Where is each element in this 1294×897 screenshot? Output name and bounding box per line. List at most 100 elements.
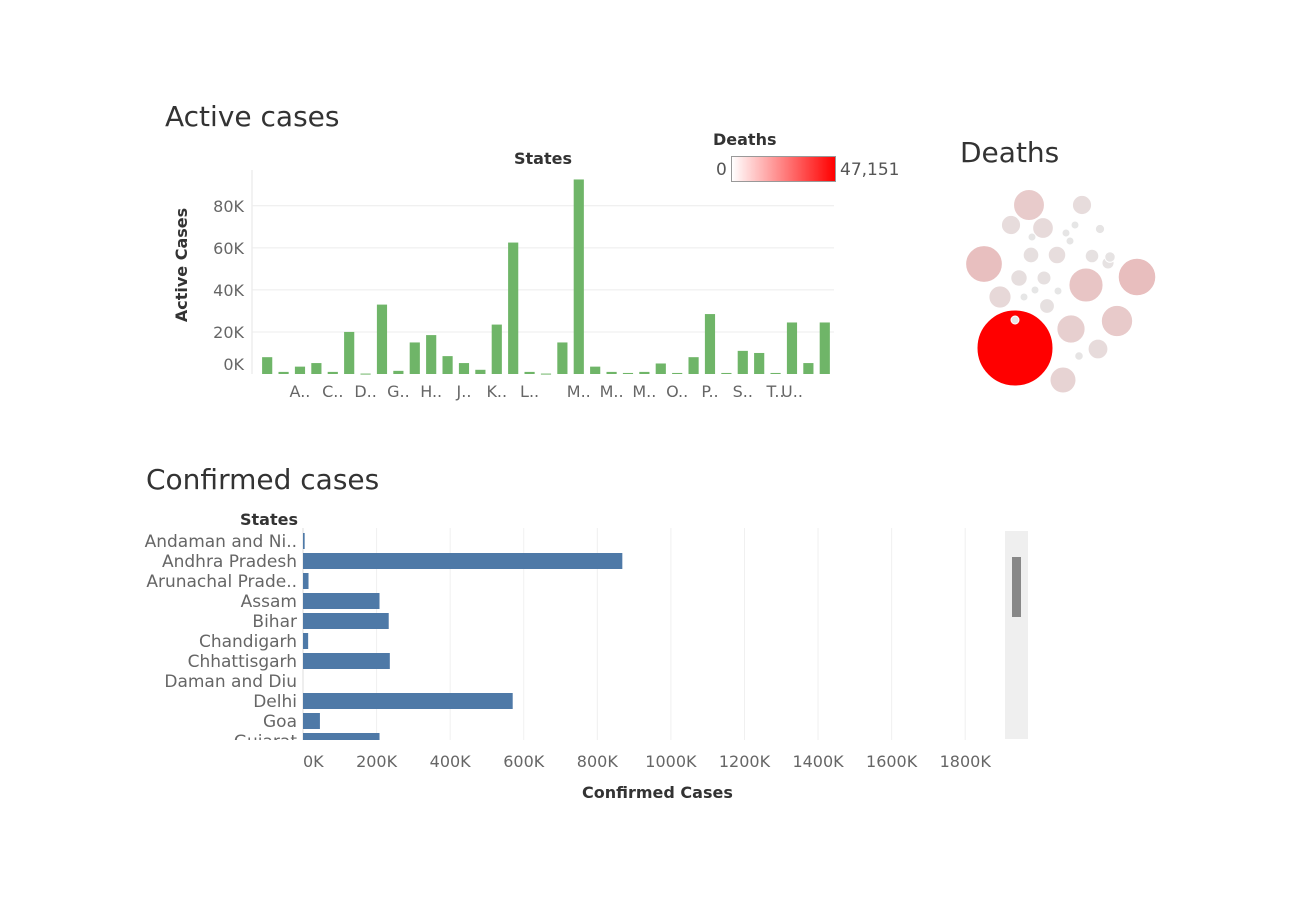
- death-bubble: [1027, 232, 1037, 242]
- active-bar: [557, 342, 568, 374]
- confirmed-bar: [303, 553, 623, 569]
- confirmed-state-label: Andhra Pradesh: [162, 552, 297, 572]
- death-bubble: [1065, 236, 1075, 246]
- confirmed-x-tick: 1600K: [866, 752, 918, 771]
- active-bar: [573, 179, 584, 374]
- active-x-tick: M..: [567, 382, 591, 401]
- death-bubble: [1074, 351, 1084, 361]
- death-bubble: [1049, 366, 1077, 394]
- death-bubble: [1000, 214, 1022, 236]
- active-bar: [458, 363, 470, 374]
- active-bar: [409, 342, 420, 374]
- death-bubble: [1047, 245, 1067, 265]
- confirmed-state-label: Delhi: [253, 692, 297, 712]
- confirmed-x-tick: 1000K: [645, 752, 697, 771]
- confirmed-state-label: Daman and Diu: [164, 672, 297, 692]
- active-bar: [278, 371, 289, 374]
- confirmed-x-tick: 200K: [356, 752, 398, 771]
- deaths-title: Deaths: [960, 136, 1060, 169]
- confirmed-bar: [303, 593, 380, 609]
- death-bubble: [1071, 194, 1093, 216]
- active-bar: [688, 357, 699, 374]
- active-x-tick: O..: [666, 382, 688, 401]
- confirmed-state-label: Goa: [263, 712, 297, 732]
- death-bubble: [988, 285, 1012, 309]
- death-bubble: [1087, 338, 1109, 360]
- confirmed-x-tick: 600K: [503, 752, 545, 771]
- death-bubble: [965, 245, 1003, 283]
- active-bar: [737, 350, 748, 374]
- active-x-tick: G..: [387, 382, 410, 401]
- deaths-bubble-chart: [965, 189, 1157, 394]
- active-bar: [819, 322, 830, 374]
- death-bubble: [1061, 228, 1071, 238]
- active-bar: [754, 352, 765, 374]
- active-x-tick: K..: [486, 382, 507, 401]
- confirmed-cases-title: Confirmed cases: [146, 463, 380, 496]
- active-bar: [540, 373, 552, 375]
- active-bar: [442, 356, 453, 374]
- active-y-tick: 0K: [223, 355, 244, 374]
- active-bar: [376, 304, 388, 374]
- confirmed-x-tick: 400K: [430, 752, 472, 771]
- active-x-tick: M..: [632, 382, 656, 401]
- active-y-tick: 20K: [213, 323, 244, 342]
- active-bar: [704, 314, 716, 374]
- active-bar: [786, 322, 798, 374]
- active-x-tick: L..: [520, 382, 539, 401]
- death-bubble: [1084, 248, 1100, 264]
- death-bubble: [1070, 220, 1080, 230]
- active-x-tick: A..: [290, 382, 311, 401]
- death-bubble: [1013, 189, 1045, 221]
- death-bubble: [1019, 292, 1029, 302]
- active-x-tick: S..: [733, 382, 753, 401]
- confirmed-y-axis-title: States: [240, 510, 298, 529]
- death-bubble: [1053, 286, 1063, 296]
- active-x-tick: D..: [354, 382, 377, 401]
- death-bubble: [1036, 270, 1052, 286]
- active-bar: [590, 366, 601, 374]
- confirmed-bar: [303, 653, 390, 669]
- active-bar: [508, 242, 519, 374]
- active-bar: [360, 373, 371, 375]
- confirmed-bar: [303, 633, 309, 649]
- active-bar: [311, 363, 322, 374]
- death-bubble: [1032, 217, 1054, 239]
- scrollbar-track[interactable]: [1005, 531, 1028, 739]
- scrollbar-thumb[interactable]: [1012, 557, 1021, 617]
- death-bubble: [1104, 251, 1116, 263]
- death-bubble: [1010, 269, 1028, 287]
- confirmed-bar: [303, 713, 320, 729]
- death-bubble: [1117, 257, 1157, 297]
- confirmed-bar: [303, 733, 380, 740]
- deaths-legend-min: 0: [716, 160, 727, 180]
- confirmed-x-axis-title: Confirmed Cases: [582, 783, 733, 802]
- confirmed-state-label: Chhattisgarh: [188, 652, 297, 672]
- confirmed-state-label: Arunachal Prade..: [146, 572, 297, 592]
- active-bar: [770, 372, 781, 374]
- death-bubble: [1056, 314, 1086, 344]
- active-bar: [475, 369, 486, 374]
- active-x-tick: H..: [420, 382, 442, 401]
- active-y-tick: 80K: [213, 197, 244, 216]
- active-bar: [393, 370, 404, 374]
- active-cases-title: Active cases: [165, 100, 340, 133]
- confirmed-state-label: Gujarat: [234, 732, 297, 752]
- confirmed-bar: [303, 693, 513, 709]
- death-bubble: [1022, 246, 1040, 264]
- active-bar: [327, 371, 338, 374]
- confirmed-bar: [303, 573, 309, 589]
- confirmed-state-label: Bihar: [252, 612, 297, 632]
- active-y-axis-title: Active Cases: [172, 208, 191, 322]
- death-bubble: [1039, 298, 1055, 314]
- active-bar: [426, 335, 437, 374]
- active-x-tick: J..: [456, 382, 472, 401]
- death-bubble: [1100, 304, 1134, 338]
- confirmed-cases-chart: Andaman and Ni..Andhra PradeshArunachal …: [145, 528, 991, 771]
- death-bubble: [976, 309, 1054, 387]
- active-x-tick: M..: [600, 382, 624, 401]
- active-bar: [524, 371, 535, 374]
- confirmed-x-tick: 0K: [303, 752, 324, 771]
- active-x-tick: U..: [781, 382, 803, 401]
- active-x-tick: T..: [766, 382, 785, 401]
